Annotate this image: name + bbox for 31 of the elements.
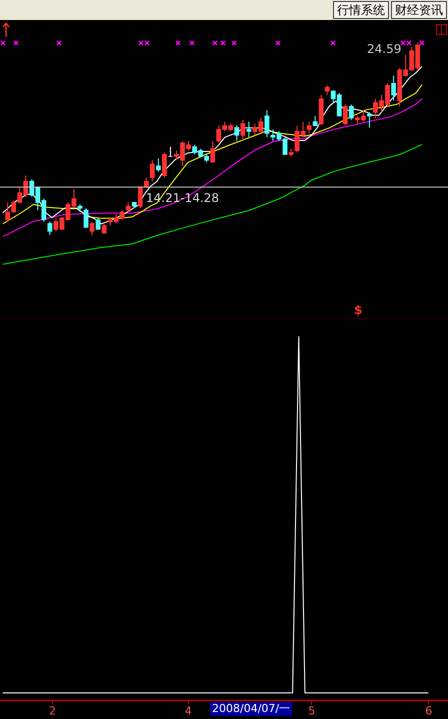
x-tick-label: 2 <box>49 704 56 718</box>
candlestick <box>306 121 312 134</box>
x-tick-label: 5 <box>308 704 316 718</box>
candlestick <box>210 140 216 163</box>
candlestick <box>102 221 107 234</box>
candlestick <box>138 186 143 209</box>
candlestick <box>162 152 167 178</box>
candlestick <box>150 160 155 182</box>
text: 行情系统 <box>333 1 389 19</box>
text: $ <box>354 303 362 317</box>
candlestick <box>264 110 270 138</box>
candlestick <box>342 104 348 126</box>
text: 2008/04/07/一 <box>210 702 292 716</box>
candlestick <box>324 84 330 96</box>
candlestick <box>84 208 88 228</box>
candlestick <box>126 202 131 213</box>
candlestick <box>348 104 354 120</box>
candlestick <box>90 221 94 236</box>
text: 财经资讯 <box>391 1 447 19</box>
candlestick <box>96 217 100 230</box>
candlestick <box>312 116 318 126</box>
candlestick <box>246 121 252 138</box>
candlestick <box>367 112 372 128</box>
x-tick-label: 4 <box>184 704 192 718</box>
candlestick <box>234 125 240 142</box>
candlestick <box>47 221 52 236</box>
annotation: 24.59 <box>367 42 402 56</box>
x-tick-label: 6 <box>425 704 432 718</box>
candlestick <box>391 75 396 102</box>
candlestick <box>240 119 246 142</box>
candlestick <box>156 158 161 172</box>
